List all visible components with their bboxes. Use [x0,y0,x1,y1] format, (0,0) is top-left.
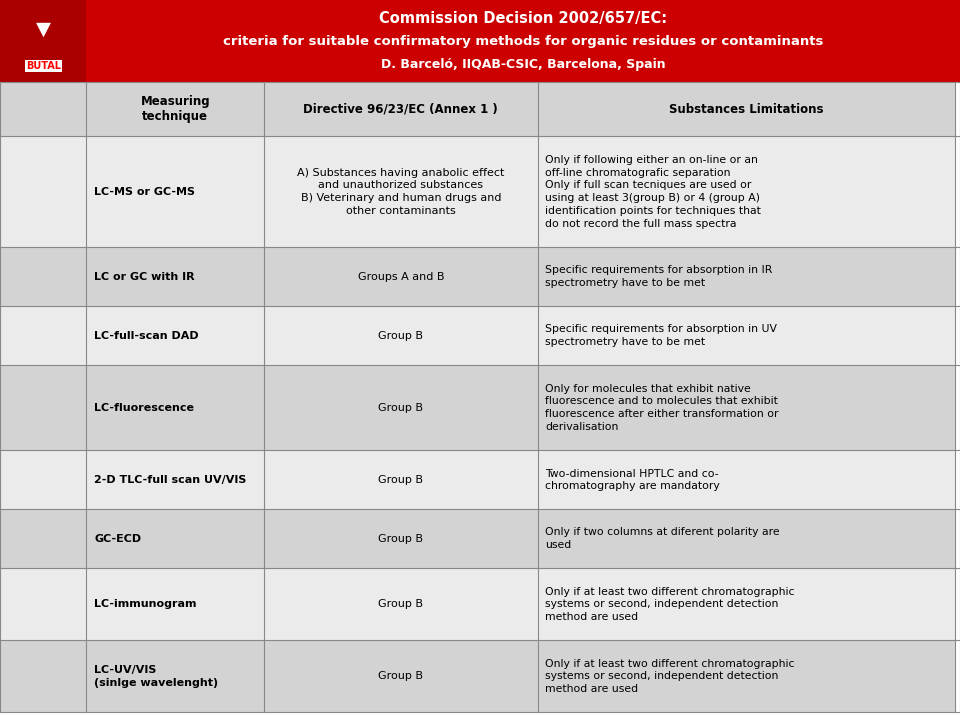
Text: Group B: Group B [378,403,423,413]
Bar [86,248,264,306]
Bar [264,450,538,509]
Text: Commission Decision 2002/657/EC:: Commission Decision 2002/657/EC: [379,11,667,26]
Bar [86,450,264,509]
Text: Only if at least two different chromatographic
systems or second, independent de: Only if at least two different chromatog… [545,586,795,622]
Text: Group B: Group B [378,475,423,485]
Bar [0,509,86,569]
Bar [538,248,955,306]
Text: LC-immunogram: LC-immunogram [94,599,197,609]
Text: criteria for suitable confirmatory methods for organic residues or contaminants: criteria for suitable confirmatory metho… [223,34,824,48]
Text: Directive 96/23/EC (Annex 1 ): Directive 96/23/EC (Annex 1 ) [303,102,498,116]
Text: Group B: Group B [378,672,423,682]
Bar [538,640,955,712]
Bar [86,306,264,365]
Text: Two-dimensional HPTLC and co-
chromatography are mandatory: Two-dimensional HPTLC and co- chromatogr… [545,468,720,491]
Text: Measuring
technique: Measuring technique [140,95,210,123]
Bar [538,306,955,365]
Text: LC or GC with IR: LC or GC with IR [94,272,195,282]
Bar [0,136,86,248]
Text: 2-D TLC-full scan UV/VIS: 2-D TLC-full scan UV/VIS [94,475,247,485]
Bar [264,136,538,248]
Bar [0,0,960,82]
Bar [264,248,538,306]
Bar [86,640,264,712]
Text: Group B: Group B [378,331,423,341]
Bar [86,509,264,569]
Text: Group B: Group B [378,534,423,544]
Text: Only if two columns at diferent polarity are
used: Only if two columns at diferent polarity… [545,528,780,551]
Bar [0,365,86,450]
Text: ▼: ▼ [36,19,51,39]
Text: BUTAL: BUTAL [26,61,60,71]
Bar [264,82,538,136]
Bar [538,365,955,450]
Bar [538,82,955,136]
Text: Specific requirements for absorption in IR
spectrometry have to be met: Specific requirements for absorption in … [545,266,773,289]
Text: Specific requirements for absorption in UV
spectrometry have to be met: Specific requirements for absorption in … [545,324,778,347]
Bar [0,569,86,640]
Text: Only for molecules that exhibit native
fluorescence and to molecules that exhibi: Only for molecules that exhibit native f… [545,384,779,432]
Text: LC-MS or GC-MS: LC-MS or GC-MS [94,187,195,197]
Bar [264,306,538,365]
Text: A) Substances having anabolic effect
and unauthorized substances
B) Veterinary a: A) Substances having anabolic effect and… [297,168,505,216]
Text: LC-UV/VIS
(sinlge wavelenght): LC-UV/VIS (sinlge wavelenght) [94,665,218,688]
Text: LC-fluorescence: LC-fluorescence [94,403,194,413]
Bar [86,365,264,450]
Bar [86,569,264,640]
Bar [264,569,538,640]
Text: LC-full-scan DAD: LC-full-scan DAD [94,331,199,341]
Text: Only if following either an on-line or an
off-line chromatografic separation
Onl: Only if following either an on-line or a… [545,155,761,228]
Text: D. Barceló, IIQAB-CSIC, Barcelona, Spain: D. Barceló, IIQAB-CSIC, Barcelona, Spain [381,58,665,71]
Text: Groups A and B: Groups A and B [357,272,444,282]
Text: Only if at least two different chromatographic
systems or second, independent de: Only if at least two different chromatog… [545,659,795,695]
Bar [86,136,264,248]
Bar [0,82,86,136]
Bar [538,136,955,248]
Bar [0,248,86,306]
Text: Substances Limitations: Substances Limitations [669,102,824,116]
Bar [86,82,264,136]
Bar [0,0,86,82]
Bar [264,640,538,712]
Bar [538,569,955,640]
Bar [264,365,538,450]
Bar [0,306,86,365]
Text: GC-ECD: GC-ECD [94,534,141,544]
Bar [538,509,955,569]
Bar [538,450,955,509]
Bar [264,509,538,569]
Text: Group B: Group B [378,599,423,609]
Bar [0,450,86,509]
Bar [0,640,86,712]
